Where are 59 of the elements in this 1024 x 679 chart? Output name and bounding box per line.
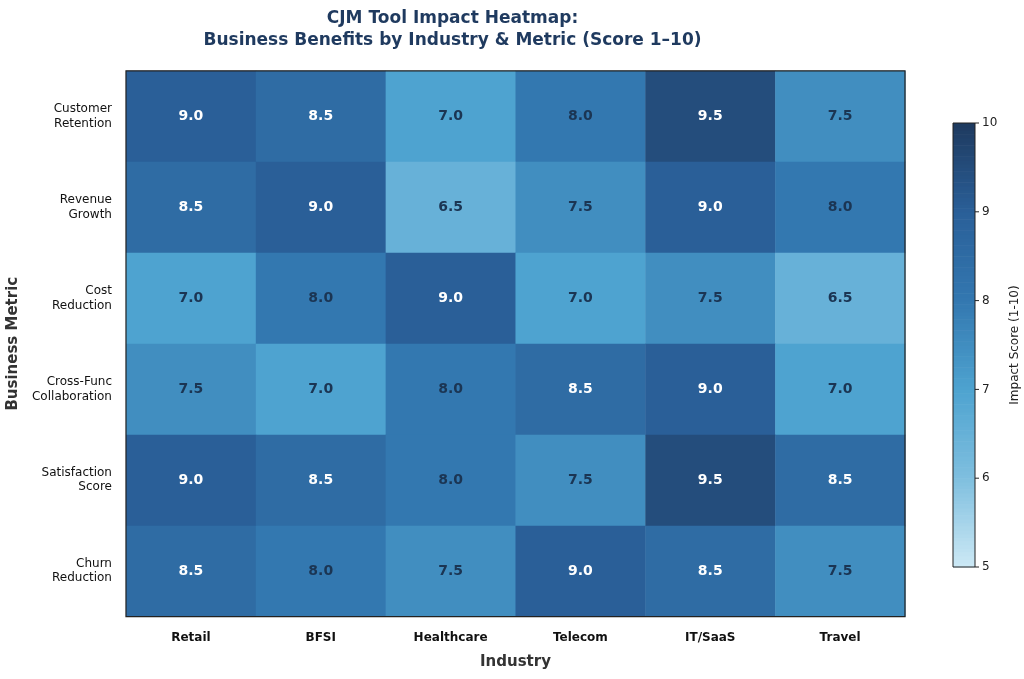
data-label: 8.0 xyxy=(308,288,334,305)
x-axis-title: Industry xyxy=(480,651,552,670)
data-label: 8.5 xyxy=(697,561,723,578)
data-label: 7.5 xyxy=(438,561,463,578)
data-label: 9.0 xyxy=(438,288,464,305)
color-bar-label: 9 xyxy=(982,203,990,218)
color-bar-label: 7 xyxy=(982,381,990,396)
data-label: 8.5 xyxy=(568,379,593,396)
chart-subtitle: Business Benefits by Industry & Metric (Score 1–10) xyxy=(203,29,702,50)
data-label: 8.0 xyxy=(827,197,853,214)
x-tick-label: Retail xyxy=(171,629,211,644)
data-label: 7.5 xyxy=(568,470,593,487)
data-label: 8.5 xyxy=(178,561,204,578)
data-label: 9.5 xyxy=(697,106,723,123)
data-label: 8.5 xyxy=(308,106,334,123)
y-tick-label: Cost Reduction xyxy=(51,283,113,312)
data-label: 8.0 xyxy=(308,561,334,578)
data-label: 9.0 xyxy=(697,197,723,214)
y-tick-label: Satisfaction Score xyxy=(41,465,112,494)
data-label: 7.0 xyxy=(568,288,594,305)
data-label: 8.0 xyxy=(438,470,464,487)
data-label: 9.0 xyxy=(697,379,723,396)
y-axis-title: Business Metric xyxy=(2,276,21,411)
data-label: 8.0 xyxy=(568,106,594,123)
x-tick-label: Travel xyxy=(819,629,861,644)
color-bar-label: 6 xyxy=(982,470,990,485)
y-tick-label: Churn Reduction xyxy=(51,556,112,585)
x-tick-label: IT/SaaS xyxy=(684,629,736,644)
data-label: 7.0 xyxy=(827,379,853,396)
y-tick-label: Revenue Growth xyxy=(59,192,112,221)
y-tick-label: Customer Retention xyxy=(53,101,113,130)
data-label: 8.5 xyxy=(178,197,204,214)
data-label: 7.0 xyxy=(438,106,464,123)
data-label: 7.5 xyxy=(827,561,853,578)
color-bar-label: 10 xyxy=(982,115,998,130)
data-label: 6.5 xyxy=(438,197,463,214)
color-bar-label: 5 xyxy=(982,559,990,574)
data-label: 7.0 xyxy=(178,288,204,305)
x-tick-label: BFSI xyxy=(305,629,336,644)
data-label: 7.5 xyxy=(178,379,204,396)
chart-title: CJM Tool Impact Heatmap: xyxy=(326,6,579,27)
data-label: 9.0 xyxy=(178,106,204,123)
data-label: 9.0 xyxy=(178,470,204,487)
data-label: 8.5 xyxy=(827,470,853,487)
data-label: 6.5 xyxy=(827,288,853,305)
data-label: 9.5 xyxy=(697,470,723,487)
color-bar-label: 8 xyxy=(982,292,990,307)
data-label: 9.0 xyxy=(308,197,334,214)
data-label: 8.0 xyxy=(438,379,464,396)
color-bar-title: Impact Score (1-10) xyxy=(1007,285,1022,405)
data-label: 8.5 xyxy=(308,470,334,487)
y-tick-label: Cross-Func Collaboration xyxy=(31,374,112,403)
data-label: 7.5 xyxy=(568,197,593,214)
data-label: 7.5 xyxy=(697,288,723,305)
x-tick-label: Telecom xyxy=(552,629,608,644)
data-label: 9.0 xyxy=(568,561,594,578)
x-tick-label: Healthcare xyxy=(413,629,488,644)
data-label: 7.0 xyxy=(308,379,334,396)
data-label: 7.5 xyxy=(827,106,853,123)
